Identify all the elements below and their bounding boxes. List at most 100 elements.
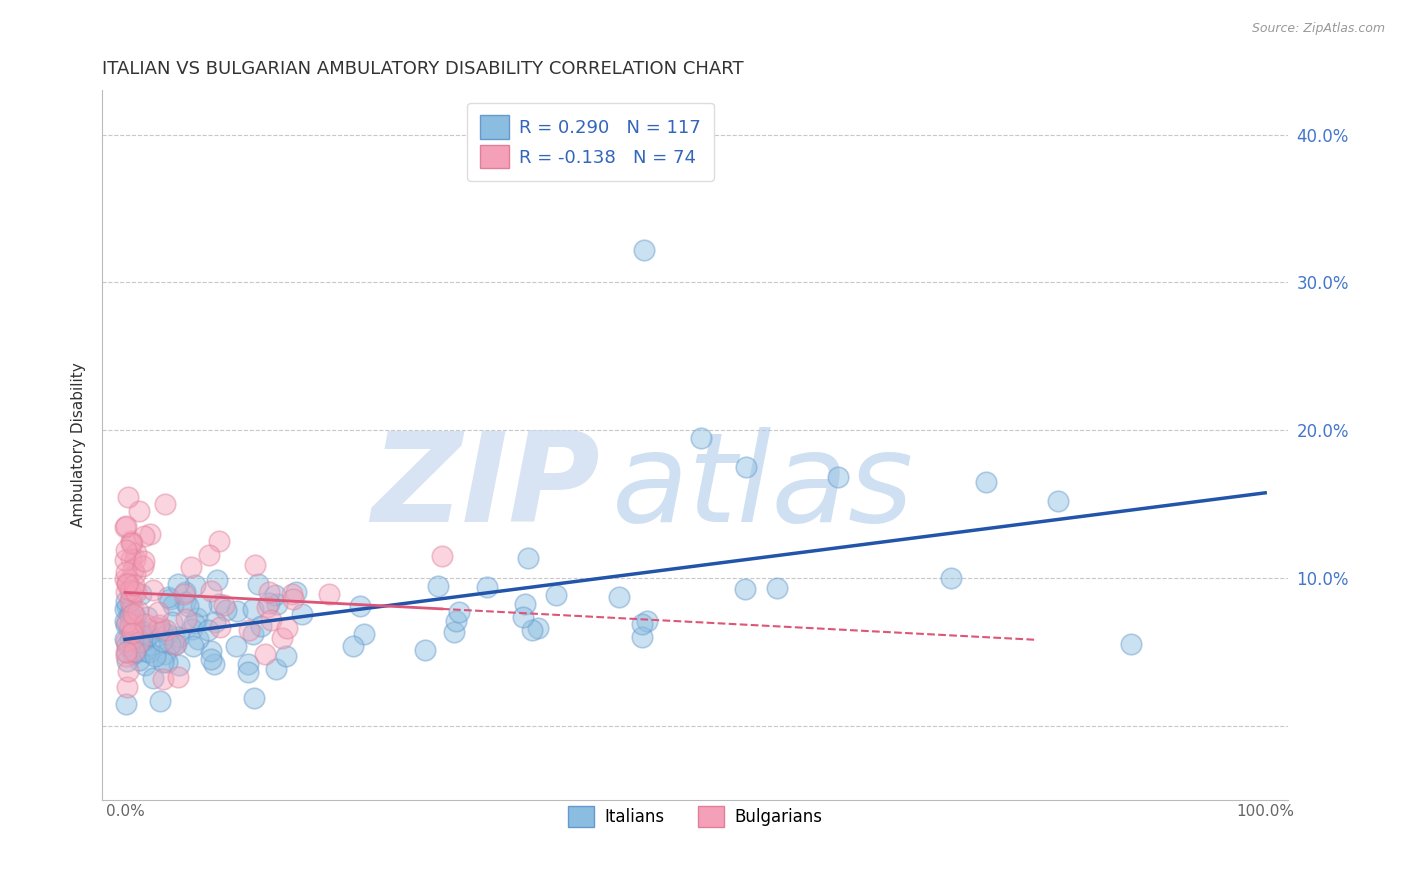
Point bbox=[148, 617, 170, 632]
Point bbox=[184, 578, 207, 592]
Point bbox=[117, 620, 139, 634]
Point bbox=[734, 582, 756, 597]
Point bbox=[202, 657, 225, 671]
Point bbox=[527, 621, 550, 635]
Point bbox=[134, 627, 156, 641]
Point bbox=[115, 645, 138, 659]
Point bbox=[114, 552, 136, 566]
Point bbox=[122, 617, 145, 632]
Point bbox=[150, 633, 173, 648]
Point bbox=[120, 533, 142, 548]
Point bbox=[117, 490, 139, 504]
Point bbox=[281, 592, 304, 607]
Point bbox=[212, 598, 235, 612]
Point bbox=[256, 599, 278, 614]
Point bbox=[120, 582, 142, 597]
Point bbox=[114, 520, 136, 534]
Point bbox=[207, 533, 229, 548]
Point bbox=[124, 551, 146, 566]
Point bbox=[157, 590, 180, 604]
Point bbox=[290, 607, 312, 621]
Point bbox=[125, 546, 148, 560]
Point bbox=[128, 635, 150, 649]
Point bbox=[187, 632, 209, 646]
Point bbox=[264, 588, 287, 602]
Point bbox=[122, 632, 145, 646]
Point bbox=[260, 613, 283, 627]
Point bbox=[121, 625, 143, 640]
Point bbox=[246, 577, 269, 591]
Point bbox=[153, 497, 176, 511]
Point bbox=[544, 588, 567, 602]
Point bbox=[118, 593, 141, 607]
Point bbox=[181, 622, 204, 636]
Point bbox=[114, 618, 136, 632]
Point bbox=[475, 580, 498, 594]
Point bbox=[208, 597, 231, 611]
Point bbox=[430, 549, 453, 563]
Point bbox=[253, 647, 276, 661]
Point bbox=[124, 567, 146, 582]
Point bbox=[117, 575, 139, 590]
Point bbox=[121, 536, 143, 550]
Point bbox=[149, 694, 172, 708]
Point bbox=[520, 623, 543, 637]
Point bbox=[134, 658, 156, 673]
Point bbox=[142, 583, 165, 598]
Point bbox=[200, 652, 222, 666]
Point bbox=[266, 597, 288, 611]
Point bbox=[134, 528, 156, 542]
Point bbox=[118, 607, 141, 622]
Point bbox=[238, 665, 260, 680]
Point bbox=[167, 670, 190, 684]
Point bbox=[190, 599, 212, 614]
Point bbox=[129, 633, 152, 648]
Point bbox=[114, 594, 136, 608]
Point bbox=[342, 639, 364, 653]
Point bbox=[115, 543, 138, 558]
Point bbox=[115, 576, 138, 591]
Point bbox=[197, 623, 219, 637]
Point bbox=[174, 595, 197, 609]
Point bbox=[155, 623, 177, 637]
Point bbox=[120, 552, 142, 566]
Point bbox=[139, 526, 162, 541]
Point bbox=[127, 604, 149, 618]
Point bbox=[117, 599, 139, 614]
Point bbox=[114, 614, 136, 628]
Point bbox=[163, 637, 186, 651]
Point bbox=[155, 627, 177, 641]
Point bbox=[249, 619, 271, 633]
Point bbox=[117, 664, 139, 678]
Point bbox=[160, 615, 183, 630]
Point bbox=[280, 587, 302, 601]
Point bbox=[152, 673, 174, 687]
Point bbox=[129, 586, 152, 600]
Point bbox=[159, 591, 181, 606]
Point bbox=[443, 624, 465, 639]
Point bbox=[636, 614, 658, 628]
Point bbox=[115, 638, 138, 652]
Point bbox=[115, 697, 138, 711]
Point bbox=[132, 644, 155, 658]
Point bbox=[941, 572, 963, 586]
Point bbox=[162, 636, 184, 650]
Point bbox=[215, 603, 238, 617]
Point bbox=[118, 616, 141, 631]
Point bbox=[274, 648, 297, 663]
Point bbox=[117, 680, 139, 694]
Point bbox=[165, 636, 187, 650]
Point bbox=[115, 615, 138, 629]
Point bbox=[115, 566, 138, 580]
Point bbox=[180, 560, 202, 574]
Point bbox=[128, 653, 150, 667]
Point bbox=[153, 647, 176, 661]
Point bbox=[122, 584, 145, 599]
Point bbox=[121, 631, 143, 645]
Point bbox=[115, 633, 138, 648]
Point bbox=[257, 596, 280, 610]
Point bbox=[243, 558, 266, 572]
Point bbox=[276, 621, 298, 635]
Point bbox=[150, 624, 173, 638]
Point bbox=[159, 637, 181, 651]
